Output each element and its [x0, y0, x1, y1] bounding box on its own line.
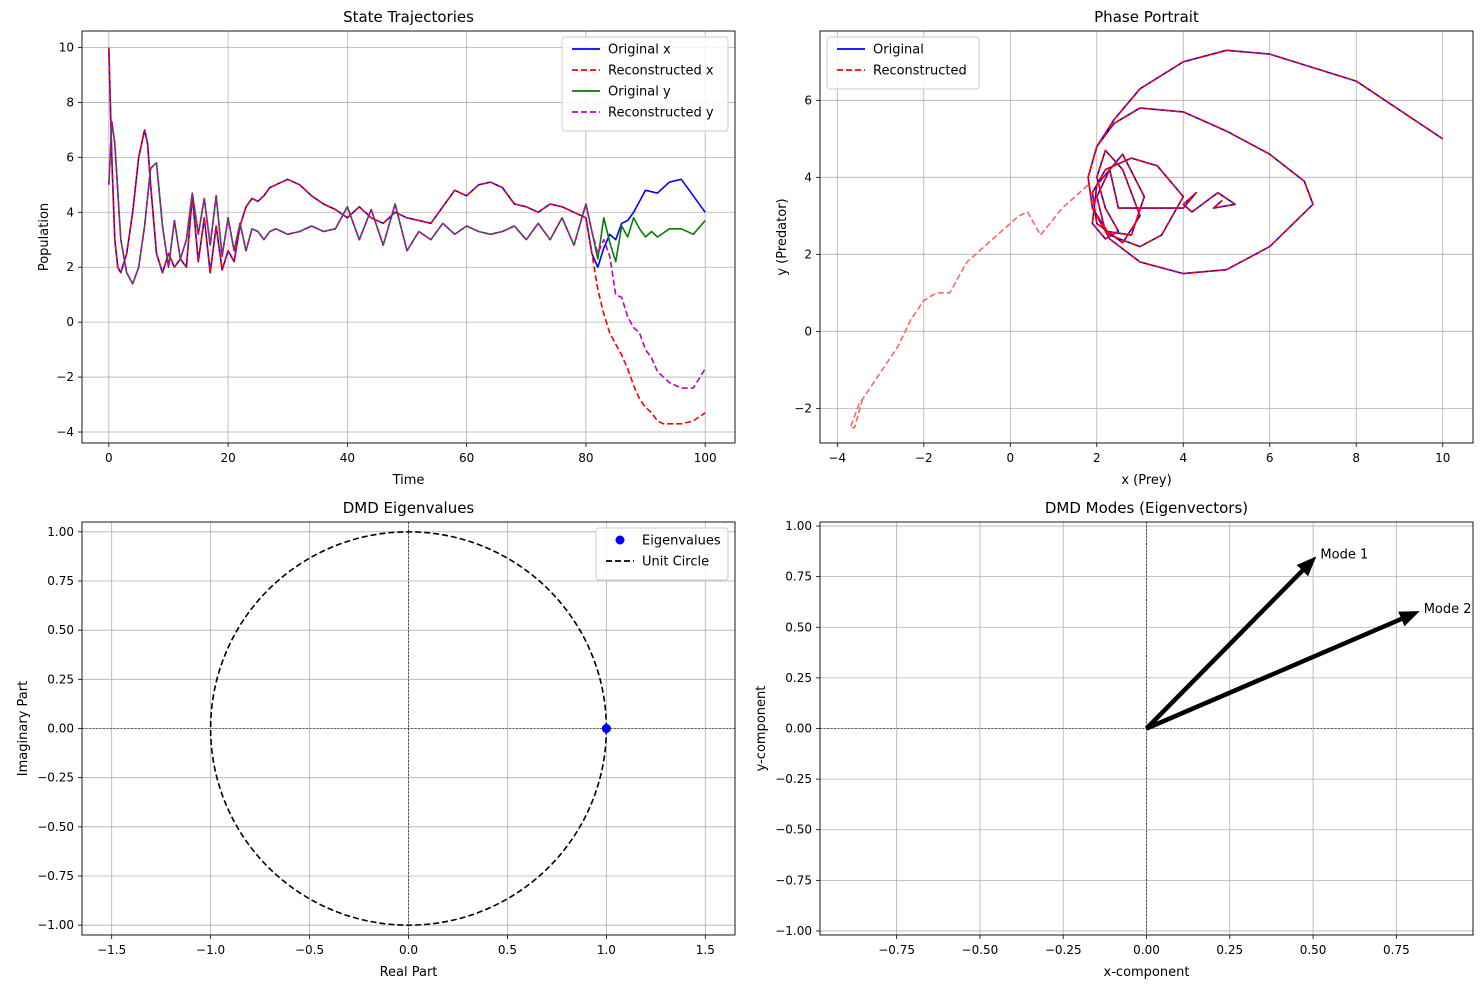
y-tick-label: 6 — [66, 150, 74, 164]
y-tick-label: 0.75 — [47, 574, 74, 588]
mode-label-2: Mode 2 — [1424, 602, 1472, 617]
chart-eig: −1.5 −1.0 −0.5 0.0 0.5 1.0 1.5 −1.00 −0.75 −0.50 −… — [16, 499, 735, 980]
y-tick-label: 0.50 — [47, 623, 74, 637]
mode-arrow-shaft-1 — [1147, 571, 1303, 729]
x-axis-label: Time — [392, 473, 425, 488]
x-tick-label: 0.00 — [1133, 943, 1160, 957]
y-tick-label: 0.50 — [785, 620, 812, 634]
x-tick-label: −2 — [915, 451, 933, 465]
x-axis-label: x (Prey) — [1121, 473, 1171, 488]
legend-label: Original y — [608, 85, 671, 100]
y-tick-label: −4 — [56, 425, 74, 439]
y-axis-label: Population — [37, 203, 52, 271]
x-tick-label: 2 — [1093, 451, 1101, 465]
legend: Eigenvalues Unit Circle — [596, 528, 728, 580]
x-tick-label: −1.0 — [196, 943, 225, 957]
y-tick-label: 0.25 — [47, 672, 74, 686]
y-tick-label: 6 — [804, 93, 812, 107]
y-tick-label: −0.50 — [37, 820, 74, 834]
y-tick-label: −1.00 — [37, 918, 74, 932]
y-tick-label: −1.00 — [775, 924, 812, 938]
legend-label: Reconstructed y — [608, 106, 714, 121]
y-tick-label: −0.25 — [37, 771, 74, 785]
x-tick-label: 100 — [694, 451, 717, 465]
eigenvalue-point — [602, 724, 611, 733]
x-axis-label: Real Part — [380, 965, 438, 980]
legend: Original x Reconstructed x Original y Recon… — [562, 37, 728, 131]
y-tick-label: −2 — [794, 401, 812, 415]
x-tick-label: 0.0 — [399, 943, 418, 957]
x-tick-label: 0 — [105, 451, 113, 465]
y-tick-label: 4 — [804, 170, 812, 184]
x-tick-label: −1.5 — [97, 943, 126, 957]
x-tick-label: 60 — [459, 451, 474, 465]
x-tick-label: 1.0 — [597, 943, 616, 957]
y-tick-label: −0.50 — [775, 823, 812, 837]
series-line-2 — [850, 185, 1088, 428]
y-tick-label: −2 — [56, 370, 74, 384]
x-tick-label: 40 — [340, 451, 355, 465]
y-axis-label: Imaginary Part — [16, 681, 31, 776]
chart-title: DMD Modes (Eigenvectors) — [1045, 499, 1248, 517]
x-tick-label: 0.75 — [1383, 943, 1410, 957]
y-tick-label: −0.25 — [775, 772, 812, 786]
x-tick-label: −4 — [828, 451, 846, 465]
legend-label: Original — [873, 43, 924, 58]
y-tick-label: 2 — [66, 260, 74, 274]
mode-arrow-shaft-2 — [1147, 619, 1402, 729]
x-tick-label: 10 — [1435, 451, 1450, 465]
chart-title: DMD Eigenvalues — [343, 499, 475, 517]
y-tick-label: 0 — [66, 315, 74, 329]
y-tick-label: 0.75 — [785, 570, 812, 584]
mode-arrow-head-2 — [1398, 611, 1420, 626]
legend-label: Eigenvalues — [642, 534, 721, 549]
x-tick-label: −0.25 — [1045, 943, 1082, 957]
x-tick-label: 1.5 — [696, 943, 715, 957]
y-tick-label: 0.00 — [47, 722, 74, 736]
y-tick-label: 1.00 — [47, 525, 74, 539]
legend-swatch — [616, 536, 625, 545]
x-tick-label: 8 — [1352, 451, 1360, 465]
legend: Original Reconstructed — [827, 37, 979, 89]
chart-state: 0 20 40 60 80 100 −4 −2 0 2 4 6 8 10 State Trajectorie… — [37, 8, 735, 488]
chart-phase: −4 −2 0 2 4 6 8 10 −2 0 2 4 6 Phase Portrait x (Prey) y… — [775, 8, 1473, 488]
mode-label-1: Mode 1 — [1320, 547, 1368, 562]
legend-label: Unit Circle — [642, 555, 709, 570]
x-tick-label: −0.5 — [295, 943, 324, 957]
x-tick-label: 0 — [1006, 451, 1014, 465]
y-axis-label: y (Predator) — [775, 198, 790, 275]
legend-label: Original x — [608, 43, 671, 58]
y-tick-label: 0.25 — [785, 671, 812, 685]
x-tick-label: 0.50 — [1300, 943, 1327, 957]
x-tick-label: −0.50 — [962, 943, 999, 957]
y-tick-label: 8 — [66, 95, 74, 109]
y-tick-label: 10 — [59, 40, 74, 54]
y-tick-label: 1.00 — [785, 519, 812, 533]
y-tick-label: 0.00 — [785, 722, 812, 736]
series-line-1 — [1088, 50, 1443, 273]
x-tick-label: 4 — [1179, 451, 1187, 465]
chart-title: State Trajectories — [343, 8, 474, 26]
x-tick-label: 80 — [578, 451, 593, 465]
x-tick-label: 0.25 — [1216, 943, 1243, 957]
x-axis-label: x-component — [1104, 965, 1190, 980]
y-tick-label: −0.75 — [775, 873, 812, 887]
y-axis-label: y-component — [754, 686, 769, 772]
x-tick-label: −0.75 — [878, 943, 915, 957]
y-tick-label: 4 — [66, 205, 74, 219]
series-line-0 — [1088, 50, 1443, 273]
plot-area — [850, 50, 1442, 427]
x-tick-label: 20 — [220, 451, 235, 465]
chart-title: Phase Portrait — [1094, 8, 1199, 26]
x-tick-label: 6 — [1266, 451, 1274, 465]
y-tick-label: −0.75 — [37, 869, 74, 883]
y-tick-label: 0 — [804, 324, 812, 338]
y-tick-label: 2 — [804, 247, 812, 261]
x-tick-label: 0.5 — [498, 943, 517, 957]
legend-label: Reconstructed x — [608, 64, 714, 79]
legend-label: Reconstructed — [873, 64, 967, 79]
chart-modes: Mode 1 Mode 2 −0.75 −0.50 −0.25 0.00 0.25 0.50 0… — [754, 499, 1473, 980]
